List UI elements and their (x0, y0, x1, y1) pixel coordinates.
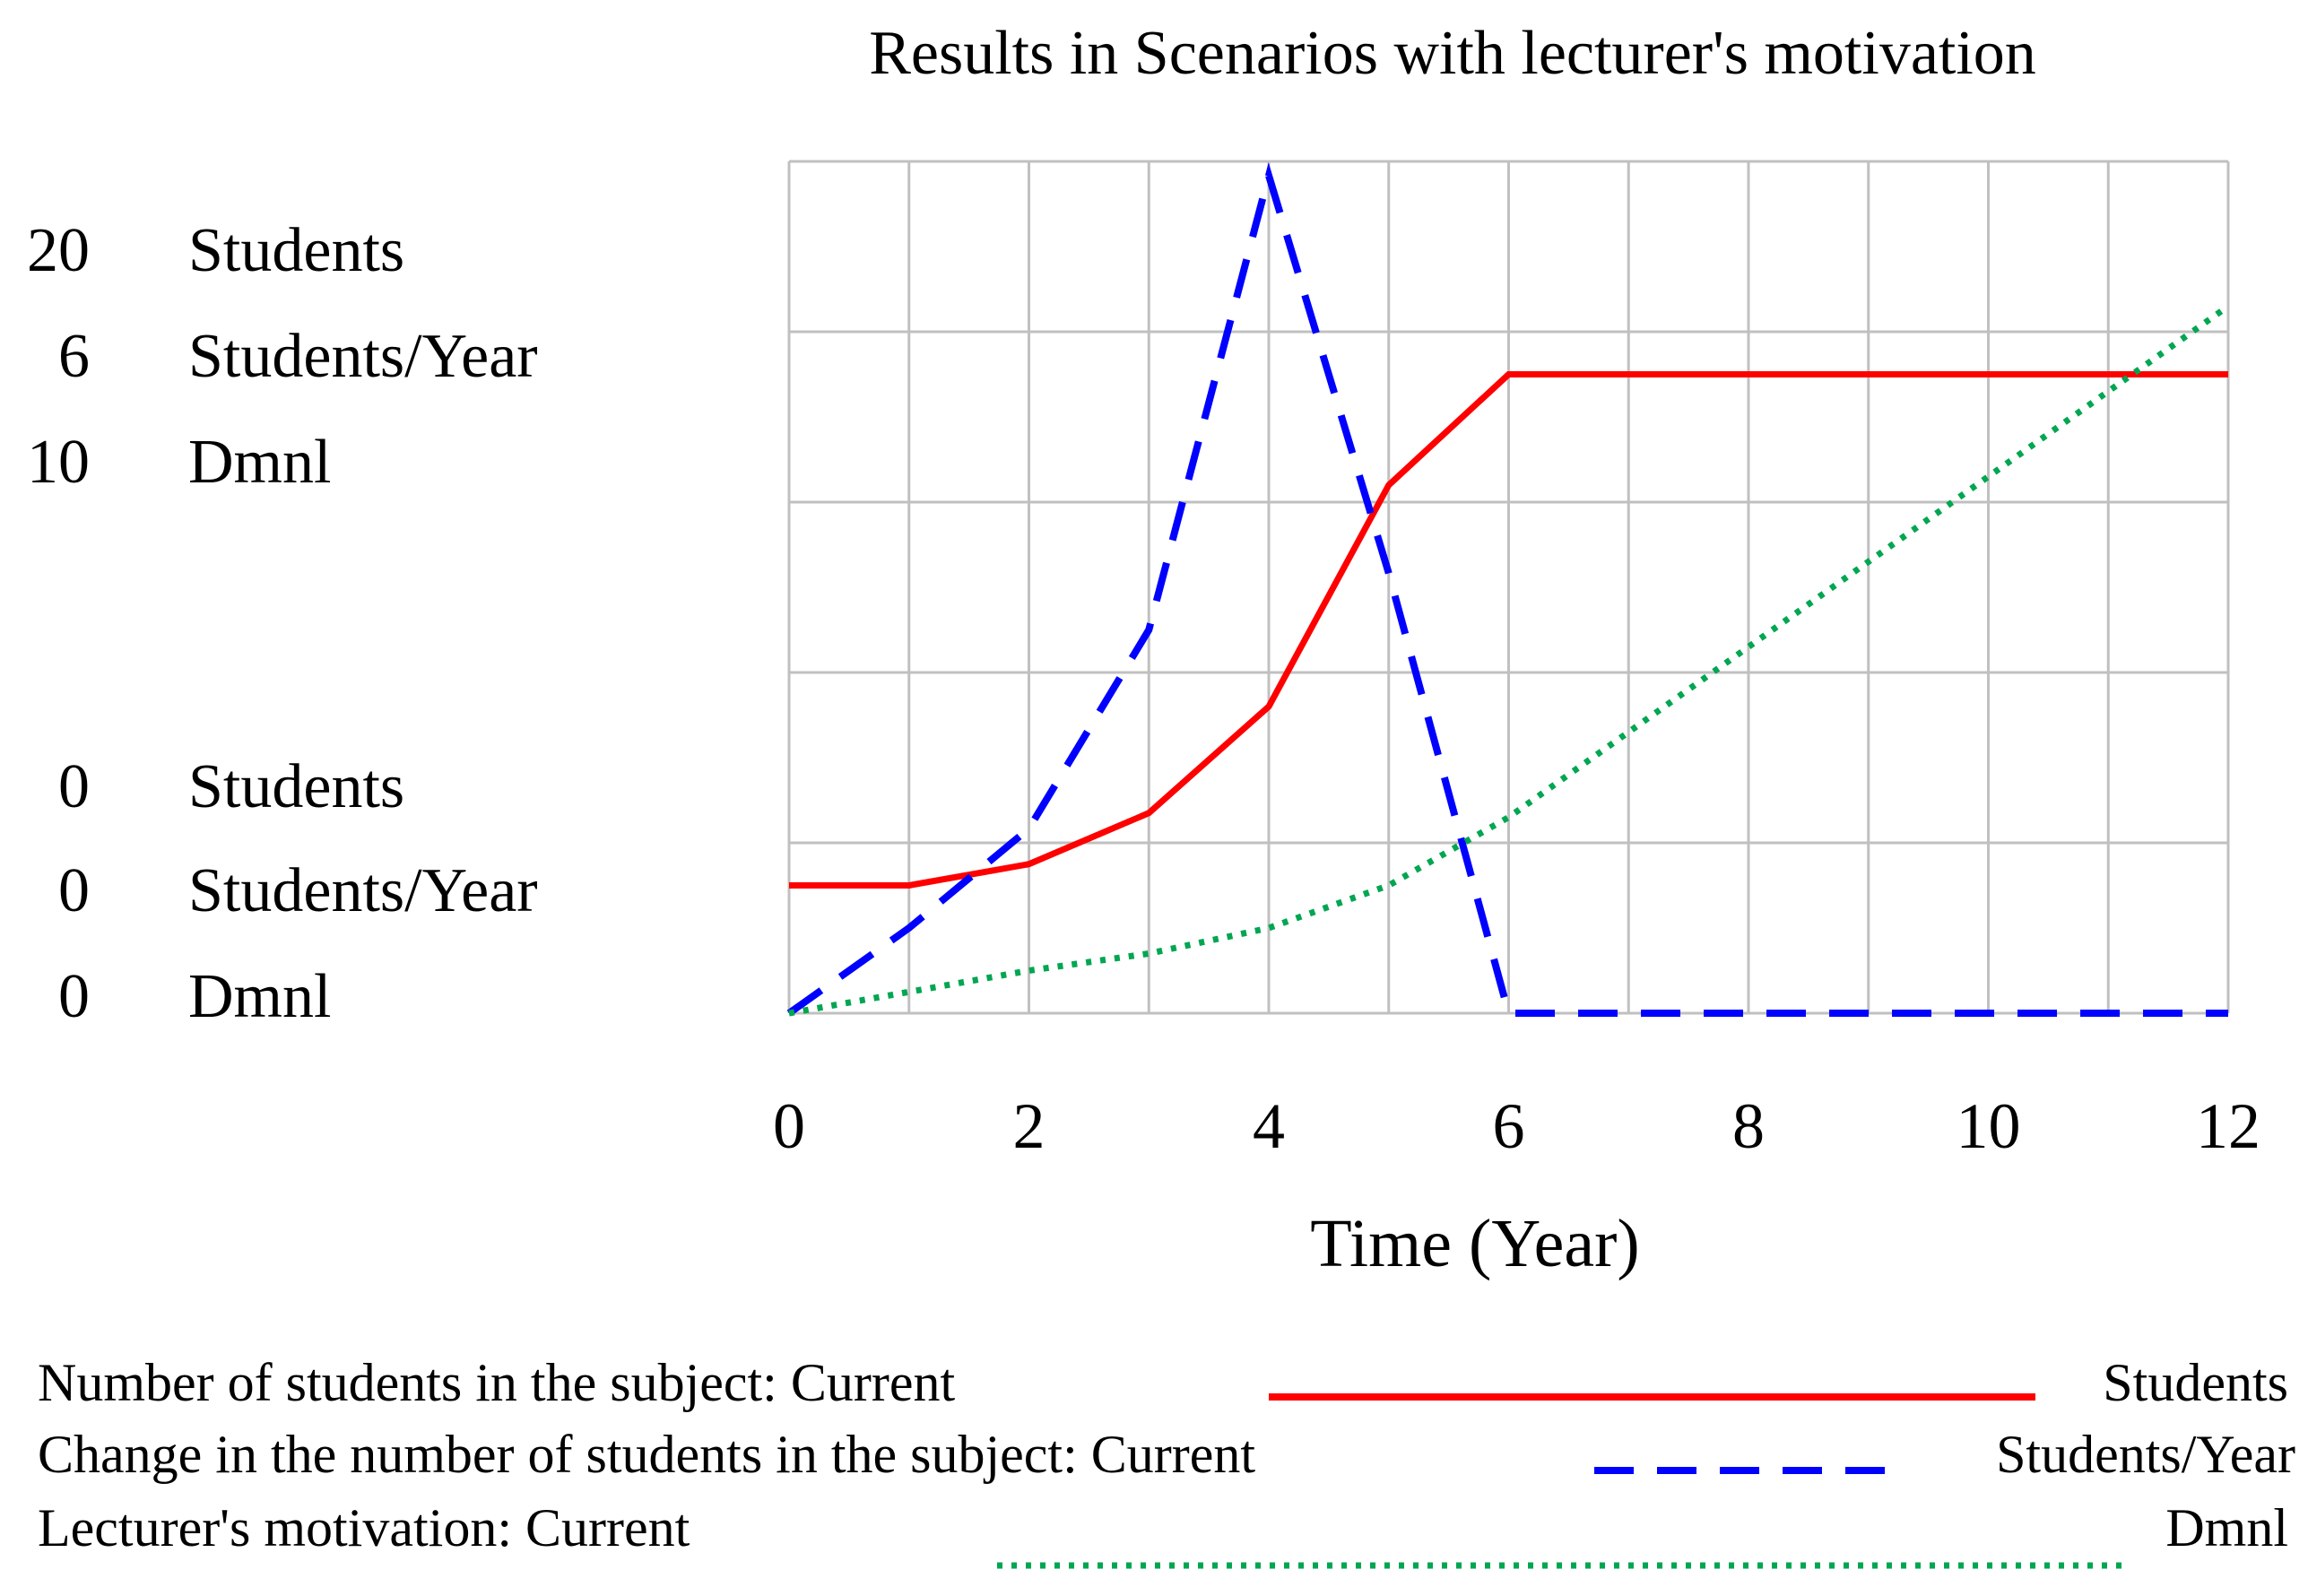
legend: Number of students in the subject: Curre… (38, 1353, 2295, 1569)
x-tick-label: 2 (1013, 1090, 1046, 1162)
plot-series (786, 162, 2231, 1017)
series-line-0 (789, 371, 2228, 889)
legend-unit-change: Students/Year (1996, 1425, 2295, 1484)
x-tick-label: 4 (1253, 1090, 1285, 1162)
y-bottom-value-students: 0 (58, 752, 90, 821)
y-axis-bottom-labels: 0 Students 0 Students/Year 0 Dmnl (58, 752, 538, 1031)
legend-label-change: Change in the number of students in the … (38, 1425, 1255, 1484)
chart-title: Results in Scenarios with lecturer's mot… (869, 19, 2036, 88)
y-bottom-value-dmnl: 0 (58, 962, 90, 1031)
y-top-value-students: 20 (27, 216, 90, 285)
y-axis-top-labels: 20 Students 6 Students/Year 10 Dmnl (27, 216, 538, 497)
x-tick-label: 0 (773, 1090, 805, 1162)
legend-unit-motivation: Dmnl (2165, 1498, 2288, 1557)
x-tick-label: 8 (1732, 1090, 1765, 1162)
legend-label-motivation: Lecturer's motivation: Current (38, 1498, 690, 1557)
y-top-unit-students-per-year: Students/Year (188, 322, 538, 391)
y-top-value-students-per-year: 6 (58, 322, 90, 391)
y-bottom-unit-students-per-year: Students/Year (188, 856, 538, 925)
y-bottom-unit-students: Students (188, 752, 404, 821)
y-top-unit-dmnl: Dmnl (188, 428, 331, 497)
x-tick-label: 12 (2196, 1090, 2260, 1162)
x-tick-label: 10 (1957, 1090, 2021, 1162)
plot-grid (787, 160, 2230, 1015)
y-top-unit-students: Students (188, 216, 404, 285)
y-top-value-dmnl: 10 (27, 428, 90, 497)
x-tick-label: 6 (1493, 1090, 1525, 1162)
series-line-1 (786, 162, 2228, 1017)
legend-unit-students: Students (2103, 1353, 2288, 1412)
x-axis-ticks: 0 2 4 6 8 10 12 (773, 1090, 2260, 1162)
y-bottom-value-students-per-year: 0 (58, 856, 90, 925)
x-axis-label: Time (Year) (1310, 1206, 1639, 1281)
legend-label-students: Number of students in the subject: Curre… (38, 1353, 955, 1412)
y-bottom-unit-dmnl: Dmnl (188, 962, 331, 1031)
